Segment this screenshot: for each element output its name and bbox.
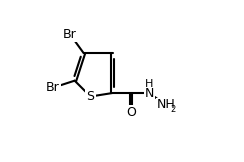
Text: N: N: [144, 87, 154, 99]
Text: O: O: [126, 106, 136, 119]
Text: NH: NH: [157, 98, 175, 111]
Text: Br: Br: [63, 28, 77, 41]
Text: S: S: [86, 90, 94, 103]
Text: 2: 2: [170, 105, 175, 114]
Text: Br: Br: [46, 81, 60, 94]
Text: H: H: [145, 79, 153, 89]
